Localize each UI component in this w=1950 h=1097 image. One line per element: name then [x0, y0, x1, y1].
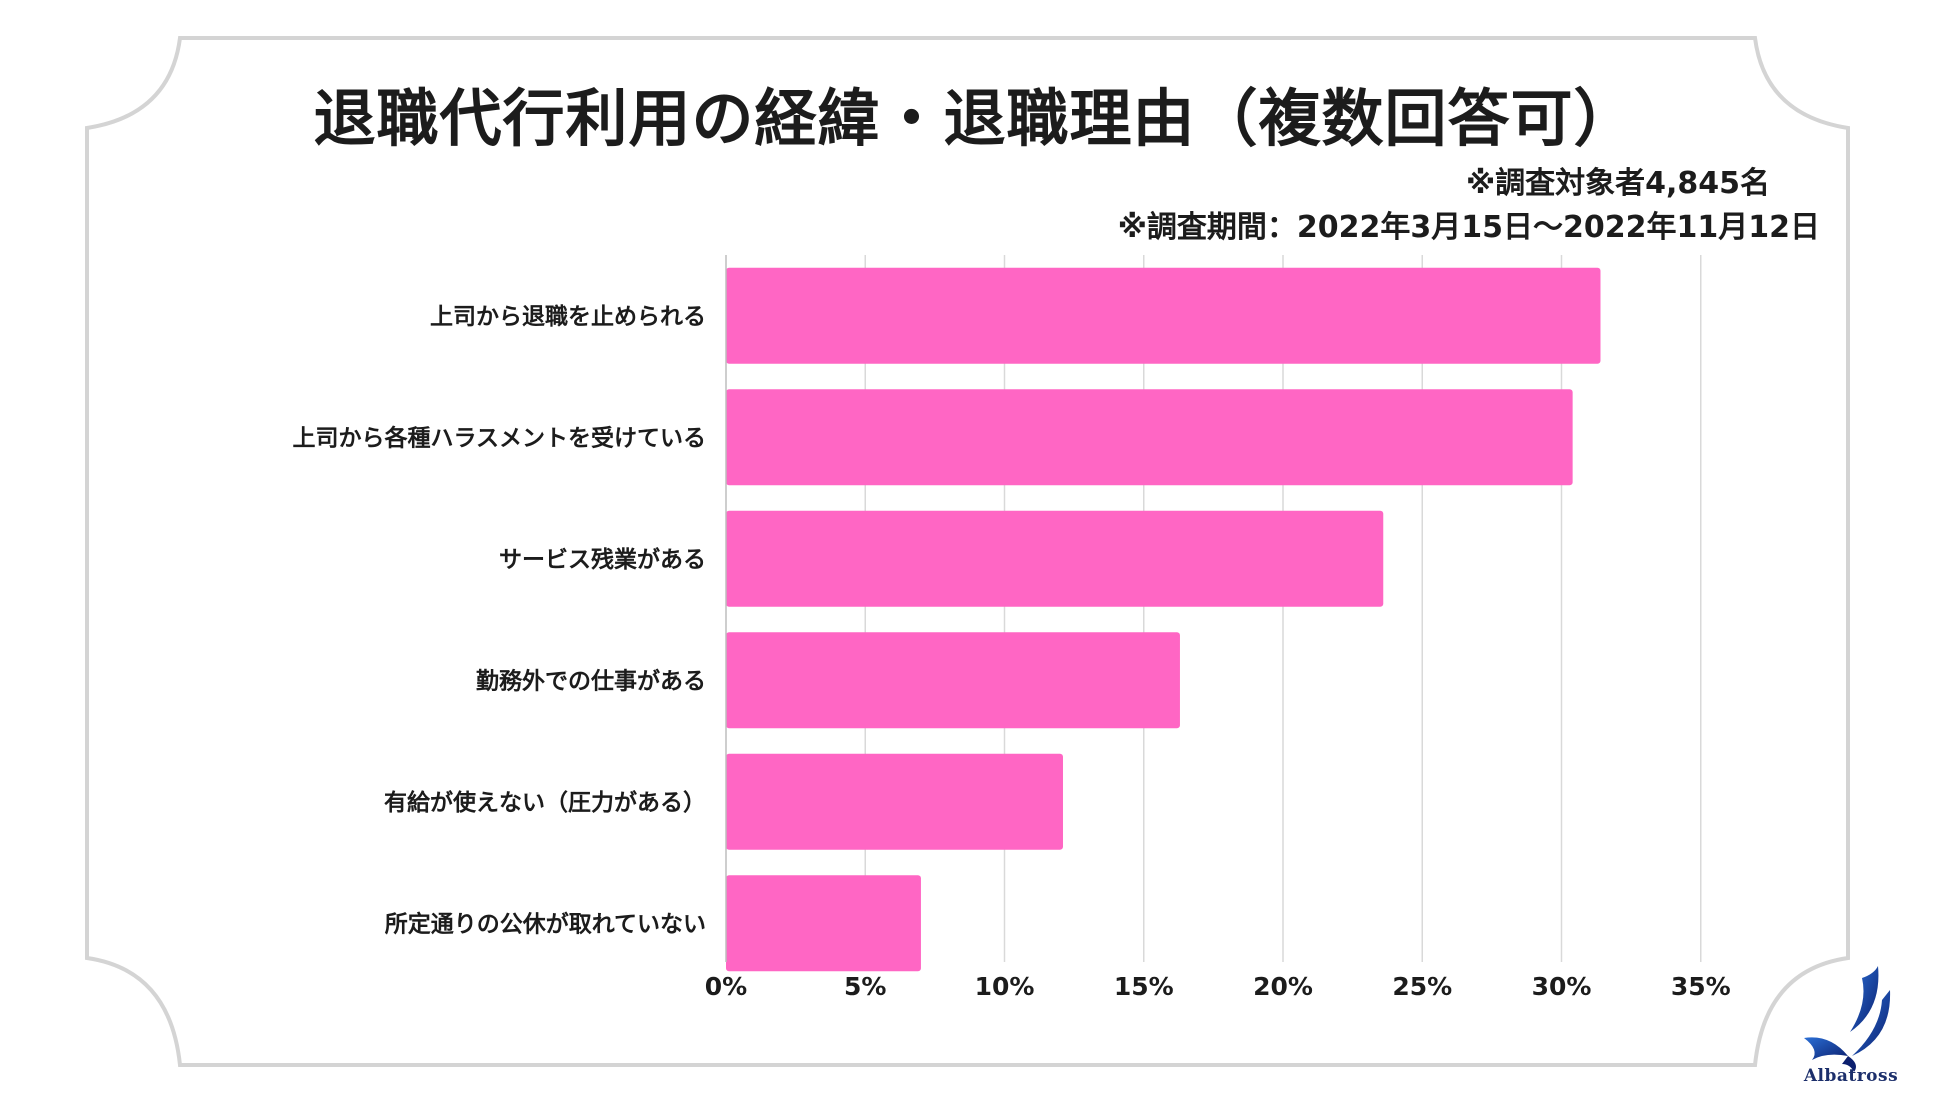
bar [726, 753, 1063, 850]
x-tick-label: 30% [1532, 972, 1592, 1001]
category-label: 上司から各種ハラスメントを受けている [292, 424, 706, 451]
x-tick-label: 15% [1114, 972, 1174, 1001]
page-title: 退職代行利用の経緯・退職理由（複数回答可） [313, 82, 1637, 155]
x-tick-label: 0% [705, 972, 747, 1001]
albatross-logo-text: Albatross [1803, 1066, 1899, 1086]
survey-period-note: ※調査期間：2022年3月15日〜2022年11月12日 [1117, 210, 1820, 245]
bar [726, 267, 1601, 364]
x-tick-label: 5% [844, 972, 886, 1001]
bar [726, 875, 921, 972]
x-tick-label: 25% [1392, 972, 1452, 1001]
category-label: 勤務外での仕事がある [476, 667, 706, 694]
bar [726, 632, 1180, 729]
category-label: 所定通りの公休が取れていない [385, 910, 706, 937]
x-tick-label: 20% [1253, 972, 1313, 1001]
bar [726, 389, 1573, 486]
category-label: サービス残業がある [499, 546, 706, 573]
x-tick-labels: 0% 5% 10% 15% 20% 25% 30% 35% [705, 972, 1731, 1001]
category-label: 有給が使えない（圧力がある） [384, 789, 706, 816]
category-labels: 上司から退職を止められる上司から各種ハラスメントを受けているサービス残業がある勤… [292, 303, 706, 938]
category-label: 上司から退職を止められる [430, 303, 706, 330]
albatross-bird-icon [1804, 966, 1891, 1072]
x-tick-label: 35% [1671, 972, 1731, 1001]
sample-size-note: ※調査対象者4,845名 [1465, 166, 1770, 201]
bar [726, 510, 1384, 607]
bars [726, 267, 1601, 972]
x-tick-label: 10% [975, 972, 1035, 1001]
grid-lines [864, 255, 1702, 962]
